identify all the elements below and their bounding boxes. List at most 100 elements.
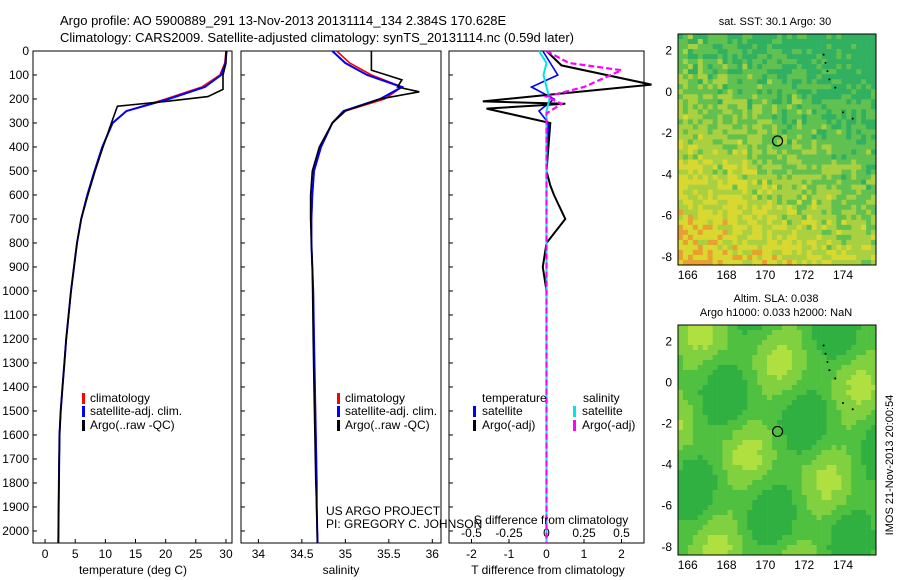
map-cell (786, 124, 793, 130)
map-cell (678, 229, 684, 236)
map-cell (821, 239, 827, 246)
map-cell (811, 184, 817, 190)
map-cell (831, 169, 837, 175)
map-cell (687, 390, 694, 396)
map-cell (821, 550, 827, 556)
map-cell (821, 425, 827, 431)
map-cell (786, 74, 793, 80)
map-cell (722, 470, 728, 476)
map-cell (707, 430, 713, 436)
map-cell (841, 44, 847, 50)
map-cell (767, 420, 773, 426)
map-cell (697, 380, 704, 386)
map-cell (856, 114, 862, 120)
map-cell (712, 335, 718, 341)
map-cell (831, 64, 837, 70)
map-cell (816, 325, 822, 331)
map-cell (737, 239, 743, 246)
map-cell (831, 244, 837, 251)
island-dot (828, 78, 831, 81)
map-cell (796, 515, 803, 521)
map-cell (871, 335, 877, 341)
map-cell (801, 485, 807, 491)
map-cell (732, 415, 738, 421)
map-cell (747, 415, 753, 421)
map-cell (851, 259, 857, 266)
map-cell (801, 104, 807, 110)
map-cell (816, 34, 822, 40)
map-cell (742, 59, 748, 65)
map-cell (851, 325, 857, 331)
map-cell (727, 345, 733, 351)
map-cell (871, 540, 877, 546)
map-cell (777, 430, 783, 436)
map-cell (752, 214, 758, 221)
map-cell (836, 139, 842, 145)
map-cell (712, 174, 718, 180)
map-cell (772, 184, 778, 190)
map-cell (791, 219, 798, 226)
map-cell (717, 410, 723, 416)
map-cell (806, 360, 812, 366)
map-cell (871, 375, 877, 381)
map-cell (861, 375, 867, 381)
map-cell (777, 229, 783, 236)
map-cell (742, 525, 748, 531)
map-cell (781, 234, 788, 241)
map-cell (742, 64, 748, 70)
map-cell (762, 410, 768, 416)
map-cell (697, 370, 704, 376)
map-cell (836, 420, 842, 426)
map-cell (692, 179, 699, 185)
map-cell (707, 64, 713, 70)
map-cell (742, 490, 748, 496)
map-cell (836, 440, 842, 446)
map-cell (707, 525, 713, 531)
map-cell (702, 415, 708, 421)
map-cell (702, 209, 708, 216)
map-cell (816, 89, 822, 95)
map-cell (742, 144, 748, 150)
lon-tick-label: 170 (755, 558, 775, 572)
map-cell (722, 375, 728, 381)
map-cell (846, 435, 852, 441)
map-cell (767, 164, 773, 170)
island-dot (851, 117, 854, 120)
map-cell (836, 84, 842, 90)
map-cell (781, 385, 788, 391)
map-cell (801, 460, 807, 466)
map-cell (762, 254, 768, 261)
map-cell (781, 139, 788, 145)
map-cell (816, 49, 822, 55)
map-cell (722, 34, 728, 40)
map-cell (727, 159, 733, 165)
map-cell (747, 525, 753, 531)
map-cell (712, 64, 718, 70)
map-cell (826, 244, 832, 251)
map-cell (687, 385, 694, 391)
map-cell (742, 34, 748, 40)
map-cell (702, 124, 708, 130)
map-cell (697, 505, 704, 511)
map-cell (722, 119, 728, 125)
map-cell (692, 199, 699, 206)
map-cell (871, 209, 877, 216)
map-cell (821, 214, 827, 221)
map-cell (806, 114, 812, 120)
map-cell (722, 505, 728, 511)
map-cell (692, 550, 699, 556)
map-cell (732, 330, 738, 336)
map-cell (772, 420, 778, 426)
map-cell (682, 450, 689, 456)
map-cell (692, 79, 699, 85)
map-cell (727, 445, 733, 451)
map-cell (821, 144, 827, 150)
map-cell (856, 214, 862, 221)
map-cell (702, 34, 708, 40)
map-cell (777, 490, 783, 496)
map-cell (767, 74, 773, 80)
map-cell (727, 209, 733, 216)
map-cell (692, 350, 699, 356)
map-cell (871, 470, 877, 476)
map-cell (866, 189, 872, 195)
